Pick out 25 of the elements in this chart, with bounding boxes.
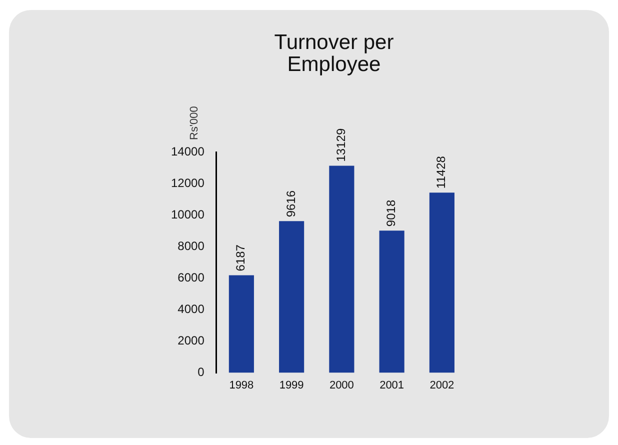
x-tick-label: 2002 — [430, 379, 454, 392]
y-tick-label: 14000 — [170, 144, 205, 158]
y-tick-label: 4000 — [178, 302, 205, 316]
y-tick-label: 8000 — [178, 238, 205, 253]
y-tick-label: 6000 — [178, 270, 205, 284]
data-label: 11428 — [434, 156, 448, 189]
bar — [228, 275, 254, 373]
y-tick-label: 12000 — [170, 176, 205, 190]
data-label: 9616 — [284, 190, 298, 218]
x-tick-label: 2001 — [380, 379, 404, 392]
y-tick-label: 10000 — [170, 207, 205, 222]
y-tick-label: 0 — [198, 365, 205, 380]
y-tick-label: 2000 — [178, 334, 205, 348]
data-label: 6187 — [234, 244, 248, 272]
y-axis-title: Rs'000 — [188, 106, 200, 140]
bar — [429, 192, 454, 373]
data-label: 13129 — [334, 128, 348, 162]
x-tick-label: 1998 — [229, 379, 254, 392]
bar — [379, 230, 404, 373]
x-tick-label: 2000 — [329, 379, 354, 392]
bar — [329, 166, 354, 373]
data-label: 9018 — [384, 200, 398, 227]
bar — [279, 221, 304, 373]
x-tick-label: 1999 — [279, 379, 304, 392]
chart-title: Turnover per Employee — [273, 31, 395, 76]
